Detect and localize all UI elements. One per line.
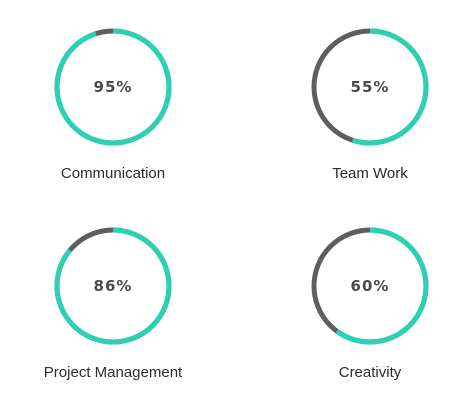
progress-ring-svg: [311, 28, 429, 146]
progress-arc: [311, 227, 429, 345]
skill-creativity: 60% Creativity: [275, 226, 458, 396]
skill-percent: 60%: [350, 277, 390, 295]
progress-arc: [311, 28, 429, 146]
skill-label: Communication: [60, 165, 166, 182]
skill-label: Project Management: [43, 364, 183, 381]
progress-arc: [54, 227, 172, 345]
skill-label: Creativity: [338, 364, 402, 381]
skill-percent: 86%: [93, 277, 133, 295]
skill-communication: 95% Communication: [18, 27, 208, 197]
progress-ring-svg: [311, 227, 429, 345]
progress-ring-svg: [54, 28, 172, 146]
progress-ring-svg: [54, 227, 172, 345]
skill-ring: 60%: [310, 226, 430, 346]
skill-label: Team Work: [332, 165, 408, 182]
skill-ring: 86%: [53, 226, 173, 346]
skill-ring: 95%: [53, 27, 173, 147]
skill-team-work: 55% Team Work: [275, 27, 458, 197]
skill-percent: 55%: [350, 78, 390, 96]
progress-arc: [54, 28, 172, 146]
skill-ring: 55%: [310, 27, 430, 147]
skill-project-management: 86% Project Management: [18, 226, 208, 396]
skill-percent: 95%: [93, 78, 133, 96]
